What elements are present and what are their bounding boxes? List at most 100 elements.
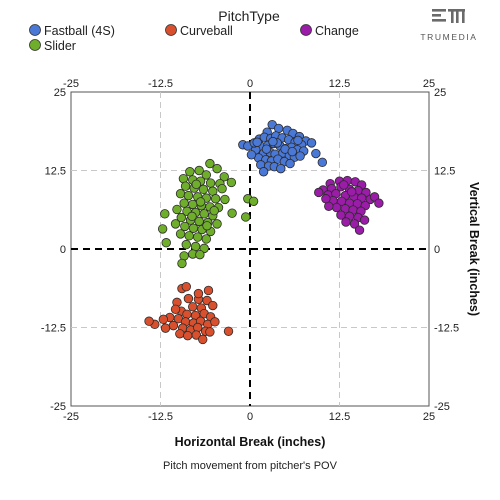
legend-item-fastball[interactable]: Fastball (4S) [29,24,115,38]
slider-point [188,199,198,210]
slider-point [201,234,212,244]
slider-point [193,232,203,242]
curveball-point [181,281,191,292]
chart-caption: Pitch movement from pitcher's POV [163,460,338,472]
slider-point [175,189,186,199]
legend-item-curveball[interactable]: Curveball [165,24,233,38]
curveball-point [203,285,214,296]
curveball-point [193,322,203,333]
y-tick-label-left: 0 [60,244,66,256]
change-point [354,225,365,235]
slider-point [201,170,212,180]
legend-label-slider: Slider [44,39,76,53]
change-point [341,217,351,227]
fastball-4s-point [276,163,286,174]
curveball-point [223,326,234,336]
y-tick-label-right: 12.5 [434,166,455,178]
slider-point [241,212,251,222]
fastball-4s-point [258,167,269,177]
x-tick-label-top: -12.5 [148,78,173,90]
change-point [314,187,324,198]
legend-title: PitchType [218,8,280,24]
change-point [346,187,357,197]
slider-point [181,239,191,250]
curveball-point [210,317,220,327]
slider-point [205,158,215,169]
curveball-point [168,320,179,331]
x-tick-label-top: 0 [247,78,253,90]
y-axis-title: Vertical Break (inches) [467,182,481,316]
legend-label-curveball: Curveball [180,24,233,38]
legend-item-change[interactable]: Change [300,24,359,38]
curveball-point [160,323,171,333]
slider-point [191,179,202,190]
curveball-point [198,334,208,345]
x-tick-label-bottom: -25 [63,411,79,423]
fastball-4s-point [295,151,305,161]
fastball-4s-point [268,136,278,147]
y-tick-label-right: -12.5 [434,323,459,335]
slider-point [209,205,219,216]
slider-point [217,184,227,194]
curveball-point [158,314,169,325]
x-axis-title: Horizontal Break (inches) [175,435,326,449]
slider-point [175,229,186,239]
curveball-point [208,300,218,311]
slider-legend-marker [29,39,41,51]
curveball-point [182,309,192,320]
change-point [374,198,384,208]
curveball-point [183,293,194,304]
legend-label-change: Change [315,24,359,38]
x-tick-label-top: -25 [63,78,79,90]
slider-point [180,221,190,232]
slider-point [179,198,189,208]
fastball-4s-point [287,146,297,157]
change-point [349,219,360,229]
slider-point [177,258,187,269]
change-point [321,194,331,204]
x-tick-label-top: 12.5 [329,78,350,90]
x-tick-label-bottom: -12.5 [148,411,173,423]
slider-point [227,208,237,218]
curveball-point [191,330,202,340]
y-tick-label-left: -25 [50,401,66,413]
fastball-4s-point [285,158,295,169]
slider-point [160,209,170,219]
slider-point [185,167,195,177]
legend-item-slider[interactable]: Slider [29,39,76,53]
change-point [331,202,342,213]
curveball-point [188,302,198,312]
slider-point [205,178,216,188]
change-legend-marker [300,24,312,36]
curveball-point [175,329,185,339]
slider-point [220,194,230,205]
brand-name: TRUMEDIA [420,32,477,42]
fastball-4s-point [261,144,272,154]
slider-point [226,177,237,188]
slider-point [183,190,194,201]
slider-point [170,219,181,229]
x-tick-label-top: 25 [423,78,435,90]
curveball-point [170,304,181,314]
x-tick-label-bottom: 25 [423,411,435,423]
fastball-4s-point [246,150,257,160]
curveball-point [205,327,215,337]
y-tick-label-right: 0 [434,244,440,256]
slider-point [212,163,222,174]
slider-point [184,231,194,241]
fastball-4s-point [252,137,262,147]
x-tick-label-bottom: 12.5 [329,411,350,423]
y-tick-label-left: 25 [54,87,66,99]
fastball-4s-point [306,138,317,148]
legend-label-fastball: Fastball (4S) [44,24,115,38]
y-tick-label-left: 12.5 [45,166,66,178]
grid-lines [71,92,429,406]
slider-point [194,165,204,176]
curveball-point [144,316,154,326]
y-tick-label-left: -12.5 [41,323,66,335]
slider-point [195,197,206,207]
curveball-legend-marker [165,24,177,36]
slider-point [219,172,229,182]
